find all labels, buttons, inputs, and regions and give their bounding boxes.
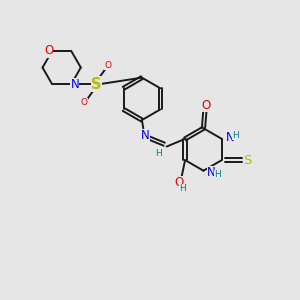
Text: O: O — [104, 61, 112, 70]
Text: H: H — [179, 184, 185, 193]
Text: O: O — [81, 98, 88, 107]
Text: S: S — [243, 154, 251, 166]
Text: H: H — [155, 148, 162, 158]
Text: O: O — [201, 99, 210, 112]
Text: O: O — [175, 176, 184, 189]
Text: N: N — [141, 129, 150, 142]
Text: N: N — [226, 131, 234, 144]
Text: H: H — [214, 170, 221, 179]
Text: S: S — [91, 76, 101, 92]
Text: H: H — [232, 131, 239, 140]
Text: O: O — [44, 44, 53, 58]
Text: N: N — [207, 166, 216, 179]
Text: N: N — [70, 78, 79, 91]
